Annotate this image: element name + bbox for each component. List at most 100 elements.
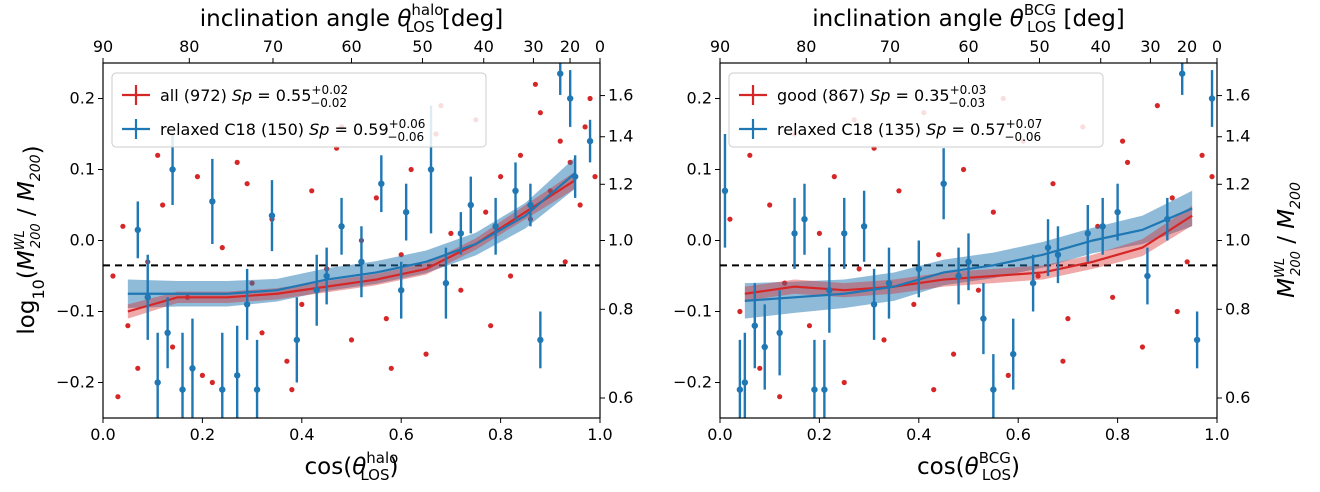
errorbar-point-blue: [293, 336, 301, 344]
errorbar-point-blue: [144, 294, 151, 301]
point-red: [881, 337, 887, 343]
top-tick-label: 70: [880, 37, 900, 56]
errorbar-point-blue: [915, 265, 922, 273]
top-axis-title: inclination angle θhalo LOS [deg]: [200, 1, 503, 36]
errorbar-point-blue: [990, 386, 997, 393]
top-tick-label: 20: [1177, 37, 1197, 56]
errorbar-point-blue: [1099, 223, 1106, 230]
errorbar-point-blue: [965, 258, 972, 265]
point-red: [234, 159, 240, 165]
errorbar-point-blue: [467, 201, 474, 209]
errorbar-point-blue: [741, 379, 749, 386]
right-tick-label: 1.2: [1225, 174, 1250, 193]
point-red: [856, 266, 862, 272]
errorbar-point-blue: [219, 386, 226, 393]
errorbar-point-blue: [566, 95, 574, 102]
errorbar-point-blue: [1029, 279, 1037, 287]
point-red: [423, 351, 429, 357]
x-tick-label: 0.4: [289, 425, 314, 444]
point-red: [1184, 259, 1190, 265]
errorbar-point-blue: [1193, 336, 1201, 344]
point-red: [160, 202, 166, 208]
top-tick-label: 30: [1140, 37, 1160, 56]
x-tick-label: 0.0: [707, 425, 732, 444]
y-tick-label: 0.2: [70, 89, 95, 108]
right-tick-label: 1.6: [608, 86, 633, 105]
top-tick-label: 70: [263, 37, 283, 56]
point-red: [289, 387, 295, 393]
trend-line-blue: [127, 172, 576, 295]
legend-label: relaxed C18 (150) Sp = 0.59+0.06 −0.06: [160, 117, 425, 144]
point-red: [1060, 358, 1066, 364]
errorbar-point-blue: [537, 336, 544, 344]
point-red: [219, 245, 225, 251]
point-red: [587, 95, 593, 102]
top-tick-label: 30: [523, 37, 543, 56]
point-red: [507, 273, 514, 279]
top-tick-label: 50: [412, 37, 432, 56]
point-red: [194, 174, 201, 180]
right-tick-label: 1.4: [608, 127, 633, 146]
top-tick-label: 0: [1212, 37, 1222, 56]
right-tick-label: 0.8: [608, 299, 633, 318]
x-tick-label: 0.6: [1005, 425, 1030, 444]
point-red: [244, 181, 250, 187]
top-tick-label: 0: [595, 37, 605, 56]
right-panel: 0.0 0.2 0.4 0.6 0.8 1.0 −0.2 −0.1 0.0 0.1 0.2 0.6 0.…: [673, 1, 1250, 484]
errorbar-point-blue: [233, 372, 241, 379]
errorbar-point-blue: [154, 379, 161, 386]
errorbar-point-blue: [761, 343, 768, 351]
point-red: [259, 330, 265, 336]
point-red: [448, 230, 454, 236]
x-tick-label: 1.0: [587, 425, 612, 444]
point-red: [1065, 316, 1071, 322]
top-tick-label: 90: [710, 37, 730, 56]
errorbar-point-blue: [179, 386, 186, 393]
y-tick-label: 0.1: [70, 160, 95, 179]
errorbar-point-blue: [442, 279, 450, 287]
errorbar-point-blue: [955, 272, 962, 280]
errorbar-point-blue: [427, 166, 435, 173]
errorbar-point-blue: [811, 386, 818, 393]
errorbar-point-blue: [457, 230, 465, 237]
point-red: [960, 166, 967, 173]
point-red: [458, 287, 464, 293]
point-red: [284, 358, 290, 364]
point-red: [169, 344, 176, 350]
point-red: [1035, 273, 1041, 279]
y-tick-label: −0.2: [56, 373, 95, 392]
point-red: [816, 230, 823, 236]
errorbar-point-blue: [870, 301, 878, 308]
y-tick-label: 0.0: [70, 231, 95, 250]
point-red: [1174, 308, 1180, 315]
errorbar-point-blue: [571, 173, 579, 180]
errorbar-point-blue: [791, 230, 798, 237]
point-red: [383, 316, 389, 322]
errorbar-point-blue: [721, 187, 729, 194]
point-red: [1050, 181, 1056, 187]
errorbar-point-blue: [358, 258, 365, 265]
x-tick-label: 0.4: [906, 425, 931, 444]
trend-line-red: [127, 179, 576, 313]
errorbar-point-blue: [1144, 272, 1151, 280]
point-red: [757, 365, 763, 371]
right-tick-label: 1.0: [1225, 231, 1250, 250]
errorbar-point-blue: [841, 230, 848, 237]
point-red: [562, 259, 568, 265]
top-tick-label: 80: [796, 37, 816, 56]
legend-box: [728, 72, 1104, 148]
point-red: [592, 174, 598, 180]
point-red: [125, 323, 131, 329]
errorbar-point-blue: [398, 287, 405, 294]
x-axis-label: cos(θBCG LOS): [917, 449, 1020, 484]
y-axis-label-left: log10(MWL200 / M200): [13, 145, 48, 334]
errorbar-point-blue: [940, 180, 947, 187]
right-tick-label: 1.4: [1225, 127, 1250, 146]
point-red: [155, 152, 161, 158]
point-red: [950, 351, 957, 357]
point-red: [1209, 174, 1215, 180]
x-axis-label: cos(θhalo LOS): [305, 449, 399, 484]
top-tick-label: 40: [1091, 37, 1111, 56]
errorbar-point-blue: [164, 329, 171, 336]
